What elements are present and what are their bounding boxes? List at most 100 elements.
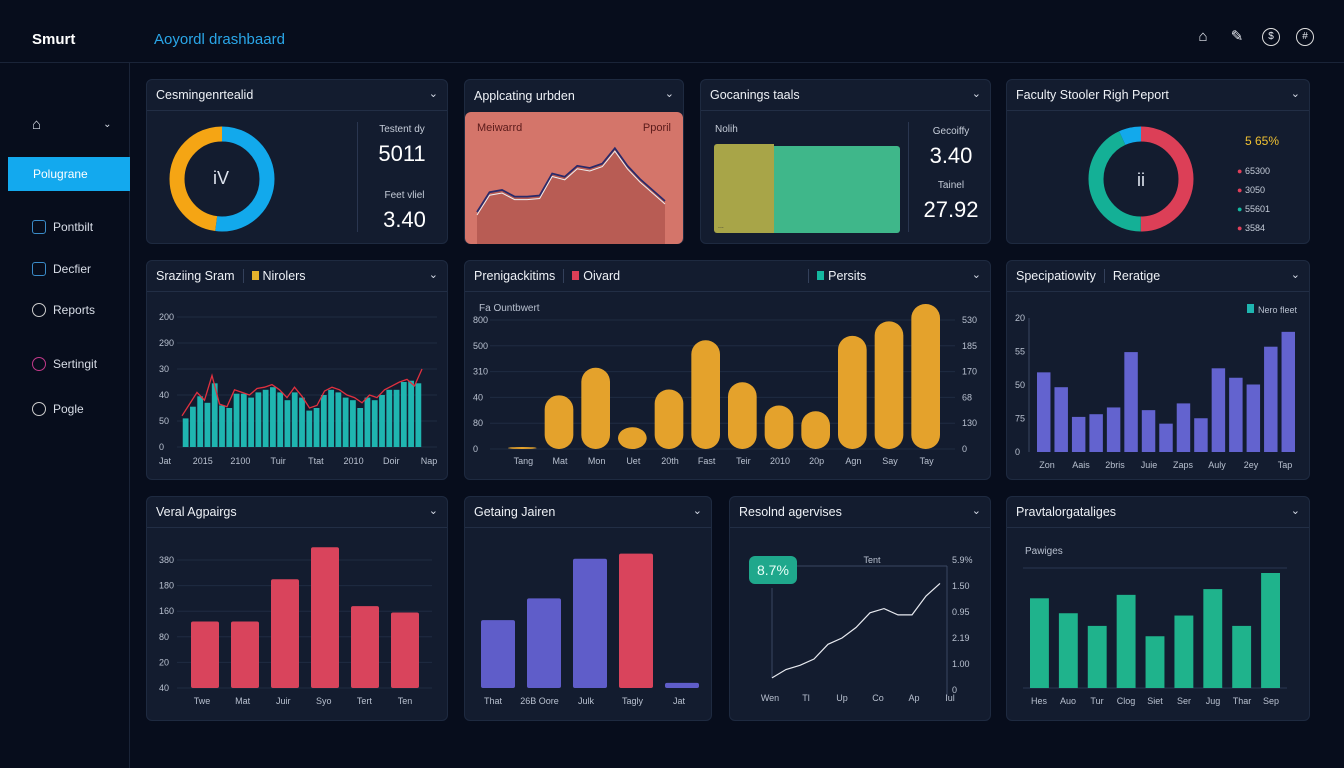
- bar: [1211, 368, 1226, 452]
- tag-icon[interactable]: ⌂: [1198, 28, 1208, 45]
- chevron-down-icon[interactable]: ⌄: [664, 88, 674, 100]
- bar: [573, 558, 607, 688]
- chevron-down-icon[interactable]: ⌄: [971, 505, 981, 517]
- settings-icon: [32, 357, 46, 371]
- bar: [357, 408, 364, 447]
- bar: [1159, 423, 1173, 452]
- clock-icon: [32, 303, 46, 317]
- bar: [351, 606, 379, 688]
- y-tick-label: 50: [159, 416, 169, 426]
- x-tick-label: Thar: [1233, 696, 1252, 706]
- globe-icon[interactable]: #: [1296, 28, 1314, 46]
- bar: [408, 380, 414, 447]
- bar: [1232, 625, 1252, 688]
- chevron-down-icon[interactable]: ⌄: [428, 505, 438, 517]
- chevron-down-icon[interactable]: ⌄: [692, 505, 702, 517]
- bar: [1246, 384, 1261, 452]
- legend-item: ● 3050: [1237, 185, 1265, 195]
- bar: [544, 395, 574, 449]
- sidebar-item-0[interactable]: Pontbilt: [32, 220, 93, 234]
- x-tick-label: 26B Oore: [520, 696, 559, 706]
- bar: [386, 389, 393, 447]
- bar: [764, 405, 794, 449]
- bar-chart: Hes Auo Tur Clog Siet Ser Jug Thar Sep: [1023, 567, 1287, 706]
- bar: [350, 400, 356, 447]
- bar: [911, 304, 940, 449]
- panel-donut-1: Cesmingenrtealid ⌄ iV Testent dy 5011 Feet…: [146, 79, 448, 244]
- y-tick-label: 290: [159, 338, 174, 348]
- bar: [654, 389, 684, 449]
- bar: [1261, 573, 1280, 688]
- bar: [728, 382, 757, 449]
- bar: [270, 387, 276, 447]
- panel-title: Sraziing Sram: [156, 269, 235, 283]
- sidebar-item-3[interactable]: Sertingit: [32, 357, 97, 371]
- y-tick-label-right: 0: [962, 444, 967, 454]
- area-label-right: Pporil: [642, 122, 671, 134]
- dollar-icon[interactable]: $: [1262, 28, 1280, 46]
- bar: [1229, 377, 1243, 452]
- home-menu[interactable]: ⌂ ⌄: [32, 116, 111, 133]
- sidebar-item-4[interactable]: Pogle: [32, 402, 84, 416]
- stat-value: 5011: [378, 141, 426, 166]
- chevron-down-icon[interactable]: ⌄: [1290, 88, 1300, 100]
- bar-line-chart: 0 50 40 30 290 200 Jat 2015 2100 Tuir Ttat 2010 Doir…: [159, 312, 438, 466]
- x-tick-label: Tagly: [622, 696, 644, 706]
- x-tick-label: Nap: [421, 456, 438, 466]
- chevron-down-icon[interactable]: ⌄: [428, 88, 438, 100]
- bar-chart: 40 20 80 160 180 380 Twe Mat Juir Syo Tert Ten: [159, 547, 432, 706]
- bar: [379, 395, 385, 447]
- bar: [1087, 625, 1107, 688]
- bar: [1058, 613, 1078, 688]
- donut-chart: [1088, 126, 1194, 232]
- sidebar-label: Decfier: [53, 262, 92, 276]
- panel-area: Applcating urbden ⌄ Meiwarrd Pporil: [464, 79, 684, 244]
- y-tick-label: 0: [159, 442, 164, 452]
- chevron-down-icon[interactable]: ⌄: [971, 269, 981, 281]
- bar: [226, 408, 233, 447]
- bar: [1203, 589, 1223, 688]
- chevron-down-icon[interactable]: ⌄: [1290, 269, 1300, 281]
- sidebar-label: Pogle: [53, 402, 84, 416]
- x-tick-label: Ap: [908, 693, 919, 703]
- legend-item: Oivard: [572, 269, 620, 283]
- panel-donut-2: Faculty Stooler Righ Peport ⌄ ii 5 65% ● …: [1006, 79, 1310, 244]
- x-tick-label: 2ey: [1244, 460, 1259, 470]
- bar: [1106, 407, 1121, 452]
- bar: [197, 396, 204, 447]
- monitor-icon: [32, 262, 46, 276]
- x-tick-label: Jug: [1206, 696, 1221, 706]
- bar: [190, 406, 196, 447]
- stat-label: Testent dy: [379, 124, 425, 135]
- panel-red-bars: Veral Agpairgs ⌄ 40 20 80 160 180 380 Twe Mat Jui…: [146, 496, 448, 721]
- bar: [1264, 346, 1278, 452]
- bar: [618, 427, 647, 449]
- bar: [1145, 636, 1165, 688]
- donut-legend: ● 65300 ● 3050 ● 55601 ● 3584: [1237, 162, 1270, 238]
- bar: [393, 389, 400, 447]
- chevron-down-icon[interactable]: ⌄: [1290, 505, 1300, 517]
- chevron-down-icon[interactable]: ⌄: [971, 88, 981, 100]
- bar: [328, 389, 334, 447]
- chevron-down-icon[interactable]: ⌄: [428, 269, 438, 281]
- bar: [306, 410, 313, 447]
- y-tick-label: 180: [159, 581, 174, 591]
- chart-note: Fa Ountbwert: [479, 303, 540, 314]
- y-tick-label: 800: [473, 315, 488, 325]
- legend-label: Nero fleet: [1257, 305, 1297, 315]
- sidebar-item-1[interactable]: Decfier: [32, 262, 91, 276]
- sidebar-item-2[interactable]: Reports: [32, 303, 95, 317]
- x-tick-label: Teir: [736, 456, 751, 466]
- x-tick-label: 20th: [661, 456, 679, 466]
- donut-chart: [169, 126, 275, 232]
- sidebar-item-active[interactable]: Polugrane: [8, 157, 130, 191]
- x-tick-label: Say: [882, 456, 898, 466]
- panel-green-bars: Pravtalorgataliges ⌄ Pawiges Hes Auo Tur Clo…: [1006, 496, 1310, 721]
- x-tick-label: Auo: [1060, 696, 1076, 706]
- stat-value: 27.92: [923, 197, 979, 222]
- legend-item: ● 3584: [1237, 223, 1265, 233]
- x-tick-label: Zaps: [1173, 460, 1194, 470]
- y-tick-label: 40: [159, 390, 169, 400]
- pen-icon[interactable]: ✎: [1230, 28, 1244, 45]
- line-label: Tent: [863, 555, 881, 565]
